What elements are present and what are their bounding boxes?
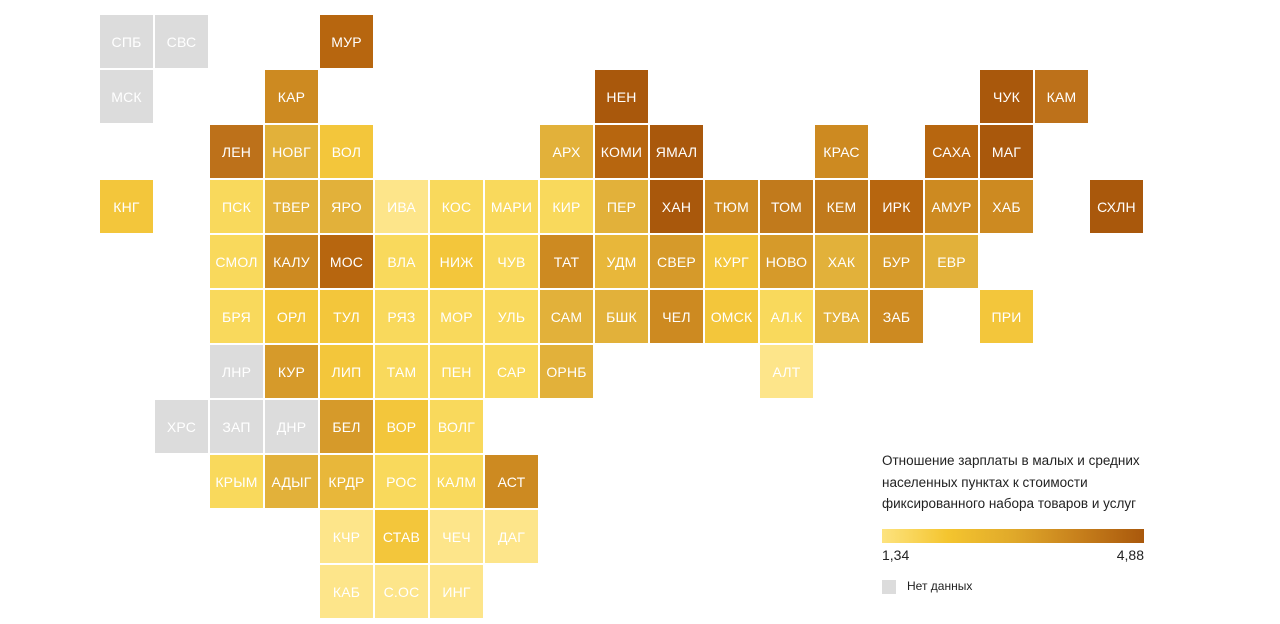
region-tile: КЕМ bbox=[815, 180, 868, 233]
region-tile: ХАН bbox=[650, 180, 703, 233]
region-tile: КРДР bbox=[320, 455, 373, 508]
region-tile: МСК bbox=[100, 70, 153, 123]
region-tile: НОВО bbox=[760, 235, 813, 288]
region-tile: ПЕН bbox=[430, 345, 483, 398]
region-tile: АДЫГ bbox=[265, 455, 318, 508]
region-tile: КОМИ bbox=[595, 125, 648, 178]
region-tile: КУР bbox=[265, 345, 318, 398]
region-tile: МОР bbox=[430, 290, 483, 343]
region-tile: КНГ bbox=[100, 180, 153, 233]
region-tile: ХАБ bbox=[980, 180, 1033, 233]
region-tile: МУР bbox=[320, 15, 373, 68]
region-tile: ЛИП bbox=[320, 345, 373, 398]
region-tile: СТАВ bbox=[375, 510, 428, 563]
region-tile: НИЖ bbox=[430, 235, 483, 288]
region-tile: РОС bbox=[375, 455, 428, 508]
region-tile: АЛ.К bbox=[760, 290, 813, 343]
region-tile: ЯМАЛ bbox=[650, 125, 703, 178]
region-tile: ВОЛГ bbox=[430, 400, 483, 453]
legend-max-label: 4,88 bbox=[1116, 547, 1144, 563]
region-tile: СПБ bbox=[100, 15, 153, 68]
region-tile: ХРС bbox=[155, 400, 208, 453]
region-tile: ХАК bbox=[815, 235, 868, 288]
region-tile: ИРК bbox=[870, 180, 923, 233]
region-tile: НОВГ bbox=[265, 125, 318, 178]
region-tile: АСТ bbox=[485, 455, 538, 508]
region-tile: САР bbox=[485, 345, 538, 398]
region-tile: ОМСК bbox=[705, 290, 758, 343]
region-tile: МОС bbox=[320, 235, 373, 288]
region-tile: УДМ bbox=[595, 235, 648, 288]
region-tile: АРХ bbox=[540, 125, 593, 178]
region-tile: УЛЬ bbox=[485, 290, 538, 343]
region-tile: КОС bbox=[430, 180, 483, 233]
region-tile: САМ bbox=[540, 290, 593, 343]
region-tile: ИВА bbox=[375, 180, 428, 233]
no-data-label: Нет данных bbox=[907, 579, 973, 593]
region-tile: ЧЕЧ bbox=[430, 510, 483, 563]
region-tile: АЛТ bbox=[760, 345, 813, 398]
region-tile: КАЛУ bbox=[265, 235, 318, 288]
region-tile: ТЮМ bbox=[705, 180, 758, 233]
region-tile: ПСК bbox=[210, 180, 263, 233]
region-tile: ТАТ bbox=[540, 235, 593, 288]
legend-min-label: 1,34 bbox=[882, 547, 910, 563]
region-tile: КИР bbox=[540, 180, 593, 233]
region-tile: МАГ bbox=[980, 125, 1033, 178]
region-tile: СХЛН bbox=[1090, 180, 1143, 233]
region-tile: АМУР bbox=[925, 180, 978, 233]
region-tile: БШК bbox=[595, 290, 648, 343]
region-tile: СМОЛ bbox=[210, 235, 263, 288]
region-tile: ИНГ bbox=[430, 565, 483, 618]
region-tile: НЕН bbox=[595, 70, 648, 123]
region-tile: КАБ bbox=[320, 565, 373, 618]
region-tile: САХА bbox=[925, 125, 978, 178]
region-tile: ДАГ bbox=[485, 510, 538, 563]
region-tile: КУРГ bbox=[705, 235, 758, 288]
region-tile: КЧР bbox=[320, 510, 373, 563]
legend: Отношение зарплаты в малых и средних нас… bbox=[882, 450, 1144, 594]
region-tile: ОРНБ bbox=[540, 345, 593, 398]
region-tile: ТОМ bbox=[760, 180, 813, 233]
region-tile: ЕВР bbox=[925, 235, 978, 288]
region-tile: ВОР bbox=[375, 400, 428, 453]
region-tile: ЧУВ bbox=[485, 235, 538, 288]
no-data-swatch bbox=[882, 580, 896, 594]
region-tile: ЗАБ bbox=[870, 290, 923, 343]
region-tile: ТАМ bbox=[375, 345, 428, 398]
region-tile: ЧУК bbox=[980, 70, 1033, 123]
region-tile: С.ОС bbox=[375, 565, 428, 618]
region-tile: МАРИ bbox=[485, 180, 538, 233]
region-tile: ТУЛ bbox=[320, 290, 373, 343]
region-tile: ЛНР bbox=[210, 345, 263, 398]
region-tile: СВЕР bbox=[650, 235, 703, 288]
region-tile: ЯРО bbox=[320, 180, 373, 233]
region-tile: КАЛМ bbox=[430, 455, 483, 508]
region-tile: ДНР bbox=[265, 400, 318, 453]
region-tile: КРЫМ bbox=[210, 455, 263, 508]
region-tile: БУР bbox=[870, 235, 923, 288]
region-tile: КАР bbox=[265, 70, 318, 123]
region-tile: ЧЕЛ bbox=[650, 290, 703, 343]
region-tile: СВС bbox=[155, 15, 208, 68]
region-tile: ВОЛ bbox=[320, 125, 373, 178]
region-tile: ВЛА bbox=[375, 235, 428, 288]
region-tile: БРЯ bbox=[210, 290, 263, 343]
region-tile: ТУВА bbox=[815, 290, 868, 343]
region-tile: ПЕР bbox=[595, 180, 648, 233]
region-tile: ОРЛ bbox=[265, 290, 318, 343]
region-tile: ЗАП bbox=[210, 400, 263, 453]
legend-color-scale bbox=[882, 529, 1144, 543]
legend-title: Отношение зарплаты в малых и средних нас… bbox=[882, 453, 1140, 511]
region-tile: РЯЗ bbox=[375, 290, 428, 343]
region-tile: КАМ bbox=[1035, 70, 1088, 123]
region-tile: ЛЕН bbox=[210, 125, 263, 178]
region-tile: БЕЛ bbox=[320, 400, 373, 453]
region-tile: ПРИ bbox=[980, 290, 1033, 343]
region-tile: ТВЕР bbox=[265, 180, 318, 233]
region-tile: КРАС bbox=[815, 125, 868, 178]
